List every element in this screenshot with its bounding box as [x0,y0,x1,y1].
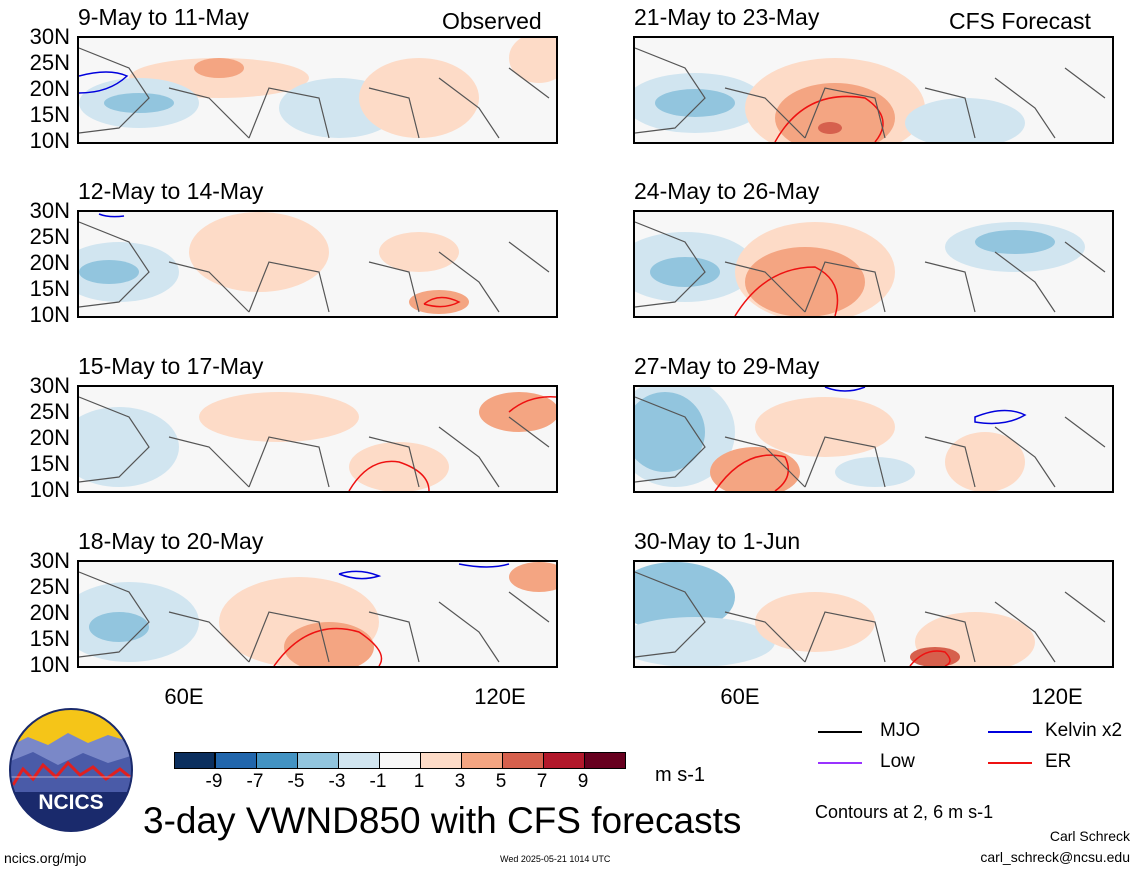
lon-label: 60E [720,684,760,709]
panel-title: 18-May to 20-May [78,528,264,554]
anomaly-map [79,212,556,316]
colorbar-tick: 5 [495,771,507,792]
lon-label: 60E [164,684,204,709]
lon-label: 120E [1031,684,1083,709]
map-panel [77,210,558,318]
colorbar-tick: -3 [328,771,346,792]
lat-label: 10N [29,477,70,502]
legend-line-er [988,762,1032,764]
colorbar-cell [256,752,298,769]
map-panel [77,36,558,144]
map-panel [77,560,558,668]
forecast-label: CFS Forecast [949,8,1091,34]
lat-label: 25N [29,50,70,75]
colorbar-tick: -7 [246,771,264,792]
colorbar-tick: 3 [454,771,466,792]
colorbar-cell [502,752,544,769]
colorbar-cell [584,752,626,769]
legend-label-low: Low [880,751,915,772]
lat-label: 20N [29,250,70,275]
anomaly-map [79,38,556,142]
lat-label: 10N [29,302,70,327]
colorbar-cell [215,752,257,769]
colorbar-cell [174,752,215,769]
map-panel [77,385,558,493]
lat-label: 30N [29,24,70,49]
colorbar [174,752,626,769]
anomaly-map [635,212,1112,316]
lat-label: 10N [29,128,70,153]
panel-title: 9-May to 11-May [78,4,249,30]
colorbar-tick: 9 [577,771,589,792]
legend-line-kelvin [988,731,1032,733]
legend-line-low [818,762,862,764]
site-link[interactable]: ncics.org/mjo [4,850,87,866]
colorbar-tick: -1 [369,771,387,792]
email: carl_schreck@ncsu.edu [980,849,1130,865]
colorbar-cell [543,752,585,769]
lat-label: 15N [29,451,70,476]
map-panel [633,36,1114,144]
lat-label: 20N [29,425,70,450]
main-title: 3-day VWND850 with CFS forecasts [143,800,742,841]
contours-note: Contours at 2, 6 m s-1 [815,802,994,822]
colorbar-cell [297,752,339,769]
legend-label-kelvin: Kelvin x2 [1045,720,1123,741]
anomaly-map [635,562,1112,666]
lon-label: 120E [474,684,526,709]
colorbar-cell [379,752,421,769]
panel-title: 24-May to 26-May [634,178,820,204]
lat-label: 25N [29,574,70,599]
legend-line-mjo [818,731,862,733]
colorbar-tick: -9 [205,771,223,792]
panel-title: 12-May to 14-May [78,178,264,204]
timestamp: Wed 2025-05-21 1014 UTC [500,854,611,864]
colorbar-tick: 7 [536,771,548,792]
map-panel [633,210,1114,318]
legend-label-er: ER [1045,751,1072,772]
lat-label: 30N [29,198,70,223]
panel-title: 30-May to 1-Jun [634,528,801,554]
panel-title: 15-May to 17-May [78,353,264,379]
colorbar-cell [420,752,462,769]
anomaly-map [79,562,556,666]
ncics-logo: NCICS [8,707,134,833]
colorbar-cell [461,752,503,769]
lat-label: 15N [29,626,70,651]
panel-title: 21-May to 23-May [634,4,820,30]
colorbar-cell [338,752,380,769]
logo-graphic [9,708,133,832]
lat-label: 30N [29,548,70,573]
anomaly-map [635,387,1112,491]
anomaly-map [635,38,1112,142]
colorbar-tick: -5 [287,771,305,792]
lat-label: 15N [29,102,70,127]
lat-label: 25N [29,399,70,424]
legend-label-mjo: MJO [880,720,921,741]
panel-title: 27-May to 29-May [634,353,820,379]
map-panel [633,385,1114,493]
colorbar-units: m s-1 [655,764,705,786]
lat-label: 30N [29,373,70,398]
lat-label: 15N [29,276,70,301]
observed-label: Observed [442,8,542,34]
logo-text: NCICS [38,791,104,814]
lat-label: 20N [29,76,70,101]
colorbar-tick: 1 [413,771,425,792]
author: Carl Schreck [1049,828,1130,844]
lat-label: 20N [29,600,70,625]
lat-label: 10N [29,652,70,677]
lat-label: 25N [29,224,70,249]
anomaly-map [79,387,556,491]
map-panel [633,560,1114,668]
